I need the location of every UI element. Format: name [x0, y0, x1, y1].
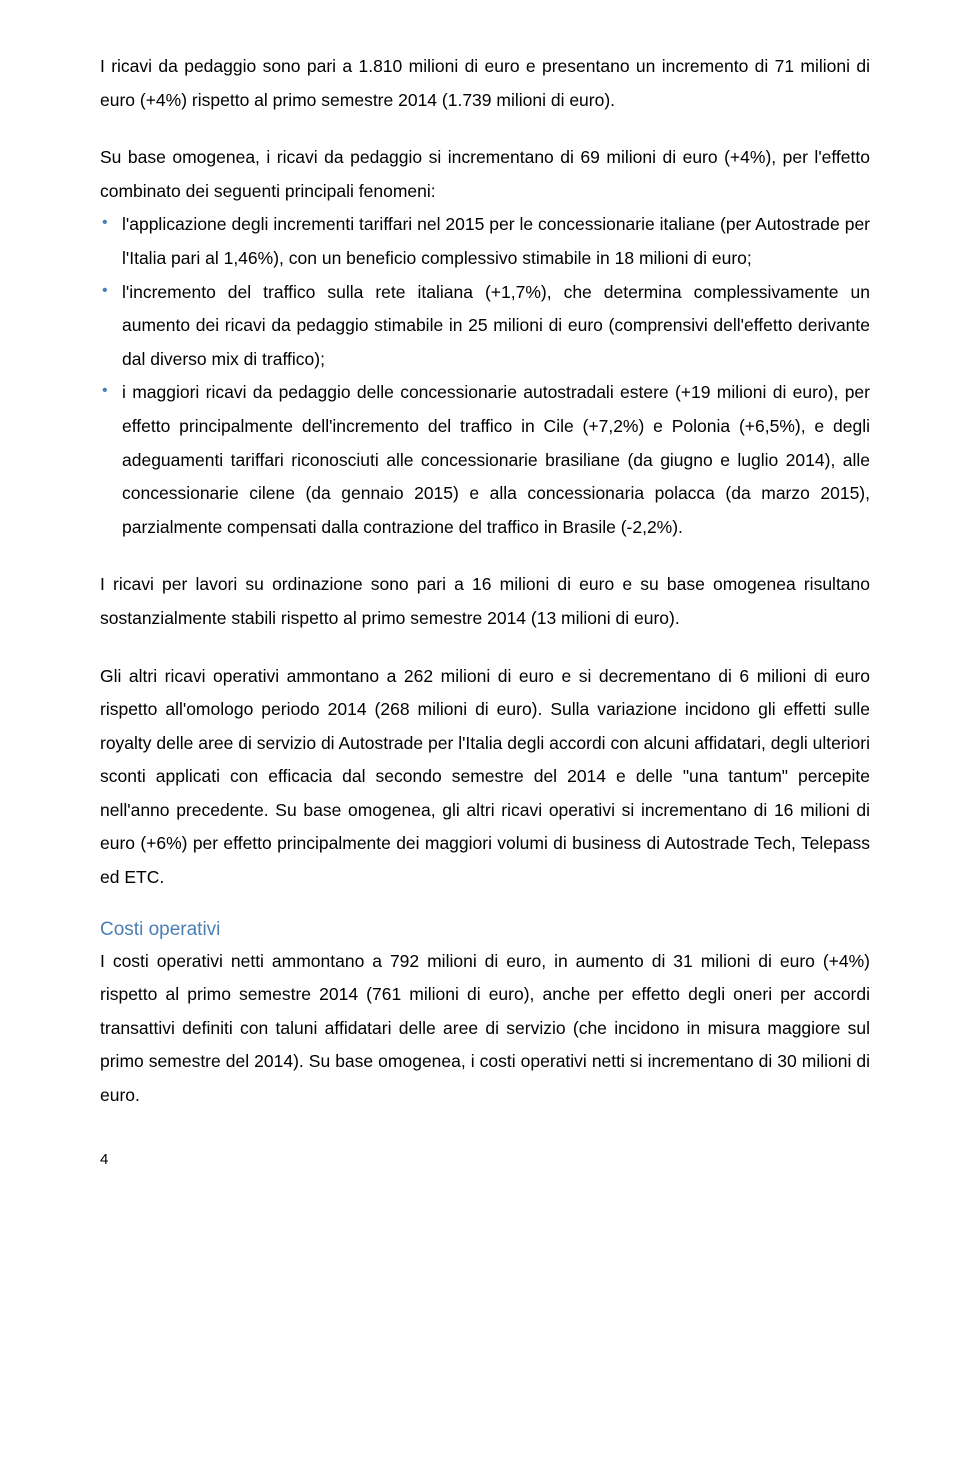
list-item: l'incremento del traffico sulla rete ita… [100, 276, 870, 377]
list-item: l'applicazione degli incrementi tariffar… [100, 208, 870, 275]
bullet-list-factors: l'applicazione degli incrementi tariffar… [100, 208, 870, 544]
paragraph-other-revenue: Gli altri ricavi operativi ammontano a 2… [100, 660, 870, 895]
paragraph-homogeneous-basis: Su base omogenea, i ricavi da pedaggio s… [100, 141, 870, 208]
heading-operating-costs: Costi operativi [100, 919, 870, 941]
paragraph-operating-costs: I costi operativi netti ammontano a 792 … [100, 945, 870, 1113]
paragraph-contract-work: I ricavi per lavori su ordinazione sono … [100, 568, 870, 635]
paragraph-toll-revenue: I ricavi da pedaggio sono pari a 1.810 m… [100, 50, 870, 117]
list-item: i maggiori ricavi da pedaggio delle conc… [100, 376, 870, 544]
page-number: 4 [100, 1151, 870, 1168]
